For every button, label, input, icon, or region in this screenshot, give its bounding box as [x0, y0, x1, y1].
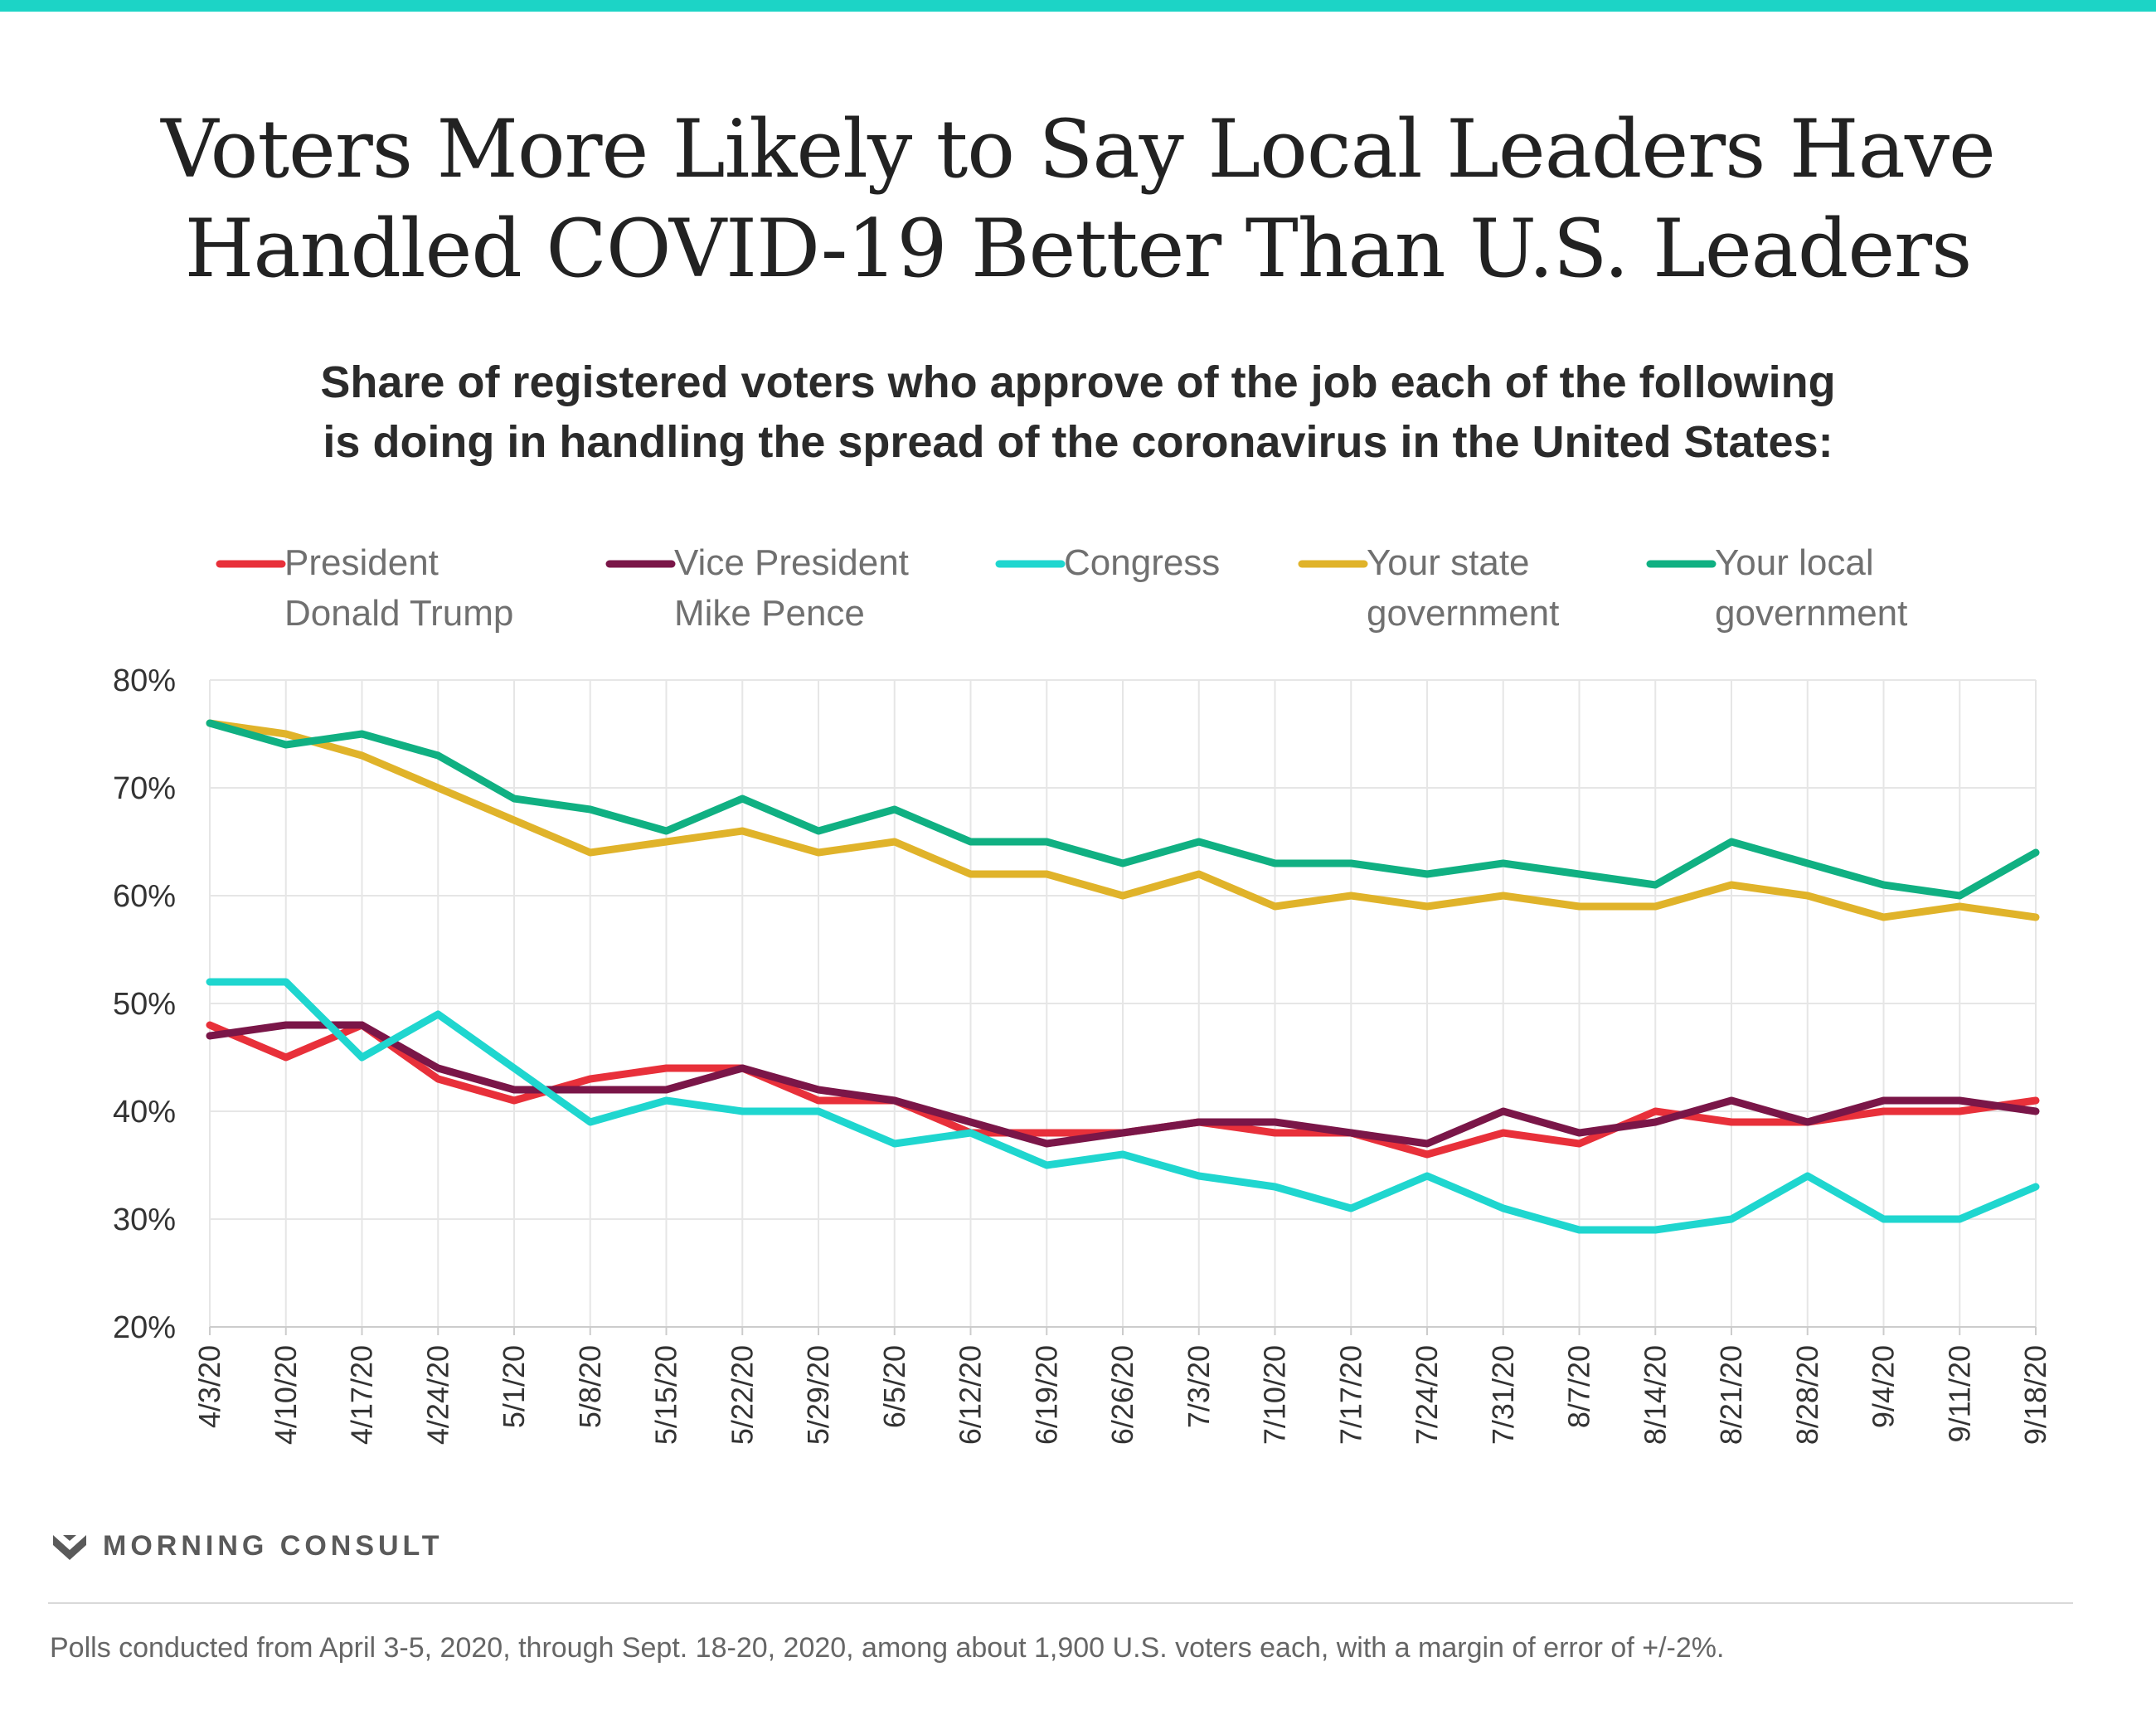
x-tick-label: 6/5/20 [877, 1345, 911, 1428]
top-accent-bar [0, 0, 2156, 12]
chart-subtitle: Share of registered voters who approve o… [0, 352, 2156, 472]
chart-title-line-1: Voters More Likely to Say Local Leaders … [161, 103, 1996, 196]
morning-consult-m-icon [53, 1534, 86, 1560]
x-tick-label: 8/21/20 [1714, 1345, 1748, 1445]
x-tick-label: 8/28/20 [1790, 1345, 1824, 1445]
legend-label: government [1715, 593, 1907, 634]
footnote: Polls conducted from April 3-5, 2020, th… [50, 1632, 1725, 1664]
y-tick-label: 30% [113, 1203, 176, 1237]
x-tick-label: 4/10/20 [269, 1345, 303, 1445]
y-tick-label: 60% [113, 879, 176, 914]
y-axis: 20% 30% 40% 50% 60% 70% 80% [113, 663, 176, 1345]
y-tick-label: 70% [113, 771, 176, 806]
chart-legend: President Donald Trump Vice President Mike … [216, 542, 1907, 634]
x-tick-label: 6/19/20 [1029, 1345, 1063, 1445]
brand-name: MORNING CONSULT [103, 1530, 444, 1562]
chart-gridlines [209, 679, 2037, 1328]
chart-title-line-2: Handled COVID-19 Better Than U.S. Leader… [184, 202, 1973, 295]
x-tick-label: 7/31/20 [1486, 1345, 1520, 1445]
x-tick-label: 5/15/20 [649, 1345, 683, 1445]
x-tick-label: 5/29/20 [801, 1345, 835, 1445]
line-chart: President Donald Trump Vice President Mike … [113, 542, 2052, 1445]
series-line-4 [206, 719, 2040, 921]
series-line-5 [206, 719, 2040, 900]
legend-label: Congress [1064, 542, 1220, 583]
series-line-2 [206, 1021, 2040, 1148]
y-tick-label: 20% [113, 1310, 176, 1345]
x-tick-label: 9/11/20 [1942, 1345, 1976, 1442]
chart-title: Voters More Likely to Say Local Leaders … [0, 100, 2156, 299]
legend-label: President [284, 542, 439, 583]
y-tick-label: 40% [113, 1095, 176, 1130]
legend-label: Mike Pence [674, 593, 865, 634]
x-tick-label: 8/14/20 [1638, 1345, 1672, 1445]
x-tick-label: 7/10/20 [1258, 1345, 1292, 1445]
legend-label: Your local [1715, 542, 1874, 583]
x-tick-label: 6/12/20 [954, 1345, 988, 1445]
x-tick-label: 9/4/20 [1867, 1345, 1901, 1428]
y-tick-label: 80% [113, 663, 176, 698]
y-tick-label: 50% [113, 987, 176, 1022]
x-tick-label: 4/24/20 [420, 1345, 454, 1445]
x-tick-label: 7/24/20 [1410, 1345, 1444, 1445]
footer-divider [48, 1602, 2073, 1604]
chart-subtitle-line-1: Share of registered voters who approve o… [320, 357, 1836, 407]
x-tick-label: 5/8/20 [573, 1345, 607, 1428]
x-tick-label: 8/7/20 [1562, 1345, 1596, 1428]
series-line-3 [206, 978, 2040, 1234]
x-axis: 4/3/20 4/10/20 4/17/20 4/24/20 5/1/20 5/8/20 5… [192, 1327, 2052, 1445]
x-tick-label: 4/3/20 [192, 1345, 226, 1428]
chart-series [206, 719, 2040, 1234]
x-tick-label: 4/17/20 [345, 1345, 379, 1445]
x-tick-label: 5/22/20 [725, 1345, 759, 1445]
legend-label: Your state [1367, 542, 1530, 583]
x-tick-label: 6/26/20 [1105, 1345, 1139, 1445]
x-tick-label: 7/17/20 [1333, 1345, 1367, 1445]
chart-subtitle-line-2: is doing in handling the spread of the c… [323, 417, 1833, 467]
legend-label: Vice President [674, 542, 909, 583]
x-tick-label: 9/18/20 [2018, 1345, 2052, 1445]
brand-footer: MORNING CONSULT [51, 1530, 444, 1562]
legend-label: Donald Trump [284, 593, 513, 634]
legend-label: government [1367, 593, 1559, 634]
x-tick-label: 7/3/20 [1182, 1345, 1216, 1428]
x-tick-label: 5/1/20 [497, 1345, 531, 1428]
